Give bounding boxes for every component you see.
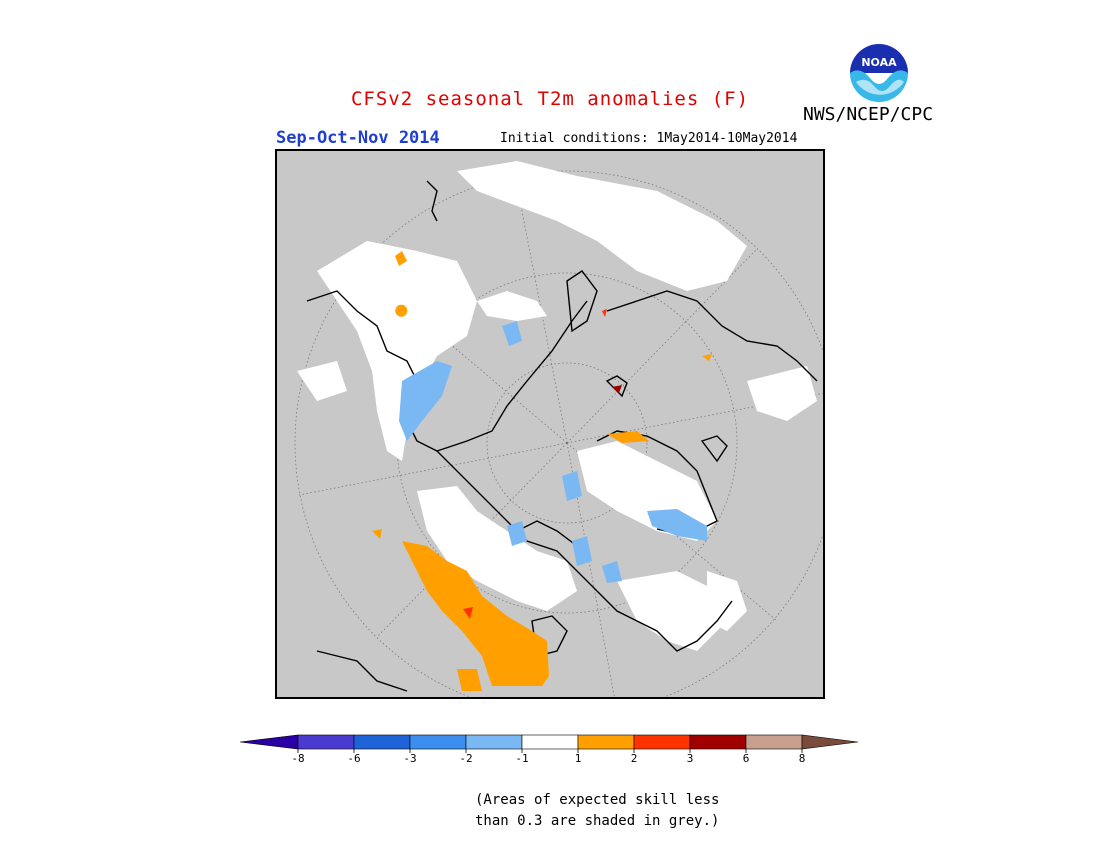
legend-tick-label: -3 bbox=[403, 752, 417, 765]
below-normal-areas bbox=[399, 321, 707, 583]
latitude-circle-60 bbox=[396, 272, 738, 614]
legend-swatch bbox=[353, 734, 411, 750]
legend-tick-label: -6 bbox=[347, 752, 361, 765]
legend-swatch bbox=[297, 734, 355, 750]
noaa-logo: NOAA bbox=[849, 43, 909, 103]
logo-text: NOAA bbox=[861, 56, 897, 69]
strong-anomaly-spots bbox=[463, 309, 622, 619]
legend-tick-label: -2 bbox=[459, 752, 473, 765]
legend-swatch bbox=[521, 734, 579, 750]
skill-note: (Areas of expected skill less than 0.3 a… bbox=[475, 792, 720, 829]
legend-swatch bbox=[745, 734, 803, 750]
legend-swatch-low-arrow bbox=[240, 734, 299, 750]
initial-conditions-label: Initial conditions: 1May2014-10May2014 bbox=[500, 131, 798, 146]
map-title: CFSv2 seasonal T2m anomalies (F) bbox=[350, 88, 750, 110]
legend-swatch-high-arrow bbox=[801, 734, 859, 750]
legend-tick-label: -8 bbox=[291, 752, 305, 765]
season-label: Sep-Oct-Nov 2014 bbox=[276, 128, 440, 148]
legend-swatch bbox=[689, 734, 747, 750]
legend-swatch bbox=[577, 734, 635, 750]
legend-tick-label: 1 bbox=[574, 752, 582, 765]
legend-tick-label: -1 bbox=[515, 752, 529, 765]
legend-swatch bbox=[409, 734, 467, 750]
legend-colorbar bbox=[240, 734, 859, 753]
legend-swatch bbox=[633, 734, 691, 750]
legend-tick-label: 8 bbox=[798, 752, 806, 765]
above-normal-areas bbox=[372, 251, 712, 691]
polar-map bbox=[275, 149, 825, 699]
polar-map-svg bbox=[294, 161, 823, 697]
agency-label: NWS/NCEP/CPC bbox=[803, 104, 934, 125]
legend-tick-label: 2 bbox=[630, 752, 638, 765]
legend-tick-label: 3 bbox=[686, 752, 694, 765]
legend-tick-label: 6 bbox=[742, 752, 750, 765]
latitude-circle-75 bbox=[486, 362, 648, 524]
legend-swatch bbox=[465, 734, 523, 750]
